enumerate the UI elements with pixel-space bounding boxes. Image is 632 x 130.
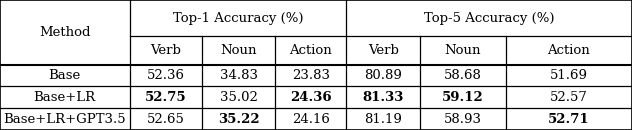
Text: 35.02: 35.02	[220, 91, 257, 104]
Text: Top-1 Accuracy (%): Top-1 Accuracy (%)	[173, 12, 303, 25]
Text: 58.93: 58.93	[444, 113, 482, 126]
Text: 52.57: 52.57	[550, 91, 588, 104]
Text: Base+LR+GPT3.5: Base+LR+GPT3.5	[3, 113, 126, 126]
Text: Action: Action	[547, 44, 590, 57]
Text: Noun: Noun	[445, 44, 481, 57]
Text: 24.36: 24.36	[290, 91, 331, 104]
Text: 52.65: 52.65	[147, 113, 185, 126]
Text: 34.83: 34.83	[219, 69, 258, 82]
Text: Verb: Verb	[368, 44, 399, 57]
Text: Action: Action	[289, 44, 332, 57]
Text: 81.33: 81.33	[363, 91, 404, 104]
Text: Base+LR: Base+LR	[33, 91, 96, 104]
Text: 81.19: 81.19	[365, 113, 402, 126]
Text: Noun: Noun	[221, 44, 257, 57]
Text: 51.69: 51.69	[550, 69, 588, 82]
Text: Top-5 Accuracy (%): Top-5 Accuracy (%)	[424, 12, 554, 25]
Text: Base: Base	[49, 69, 81, 82]
Text: 80.89: 80.89	[365, 69, 402, 82]
Text: 35.22: 35.22	[218, 113, 259, 126]
Text: Verb: Verb	[150, 44, 181, 57]
Text: 52.36: 52.36	[147, 69, 185, 82]
Text: 23.83: 23.83	[291, 69, 330, 82]
Text: 58.68: 58.68	[444, 69, 482, 82]
Text: 52.75: 52.75	[145, 91, 186, 104]
Text: Method: Method	[39, 26, 90, 39]
Text: 52.71: 52.71	[548, 113, 590, 126]
Text: 59.12: 59.12	[442, 91, 484, 104]
Text: 24.16: 24.16	[292, 113, 329, 126]
